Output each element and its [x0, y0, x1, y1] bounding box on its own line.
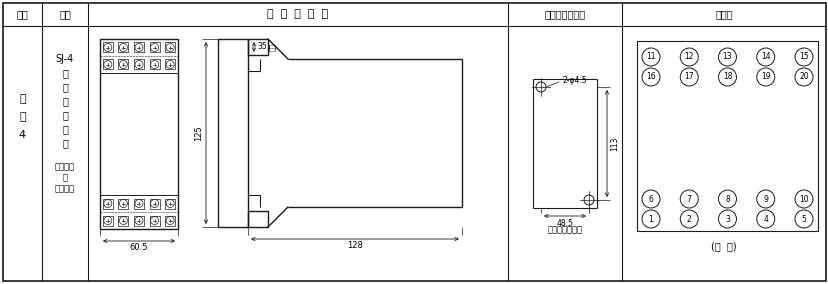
Bar — [103, 216, 113, 225]
Text: 113: 113 — [609, 136, 619, 151]
Text: 7: 7 — [686, 195, 691, 204]
Bar — [103, 60, 113, 70]
Text: 安装开孔尺寸图: 安装开孔尺寸图 — [544, 9, 585, 20]
Bar — [165, 199, 175, 208]
Text: 125: 125 — [195, 125, 203, 141]
Bar — [118, 199, 128, 208]
Text: 线: 线 — [62, 138, 68, 148]
Text: (正  视): (正 视) — [710, 241, 736, 251]
Text: 端子图: 端子图 — [715, 9, 732, 20]
Bar — [149, 43, 160, 53]
Text: 凸: 凸 — [62, 68, 68, 78]
Text: 接: 接 — [62, 124, 68, 134]
Text: 出: 出 — [62, 82, 68, 92]
Text: 60.5: 60.5 — [130, 243, 148, 252]
Text: 1: 1 — [647, 214, 652, 224]
Bar — [149, 199, 160, 208]
Text: 卡槽: 卡槽 — [268, 43, 275, 51]
Text: 128: 128 — [347, 241, 363, 250]
Text: 外  形  尺  寸  图: 外 形 尺 寸 图 — [267, 9, 328, 20]
Text: 2-φ4.5: 2-φ4.5 — [562, 76, 587, 85]
Text: 图号: 图号 — [17, 9, 28, 20]
Bar — [636, 41, 817, 231]
Bar — [134, 43, 144, 53]
Text: 19: 19 — [760, 72, 770, 82]
Text: 卡轨安装: 卡轨安装 — [55, 162, 75, 172]
Bar — [118, 216, 128, 225]
Bar — [103, 199, 113, 208]
Bar — [149, 216, 160, 225]
Bar — [165, 216, 175, 225]
Text: 48.5: 48.5 — [556, 218, 573, 227]
Text: 图: 图 — [19, 112, 26, 122]
Text: 8: 8 — [724, 195, 729, 204]
Text: 螺钉安装: 螺钉安装 — [55, 185, 75, 193]
Bar — [149, 60, 160, 70]
Text: 18: 18 — [722, 72, 731, 82]
Bar — [134, 199, 144, 208]
Text: 3: 3 — [724, 214, 729, 224]
Bar — [134, 216, 144, 225]
Bar — [248, 211, 267, 227]
Text: 16: 16 — [645, 72, 655, 82]
Text: 前: 前 — [62, 110, 68, 120]
Text: 或: 或 — [62, 174, 67, 183]
Bar — [165, 60, 175, 70]
Text: 14: 14 — [760, 53, 770, 62]
Bar — [218, 39, 248, 227]
Text: 20: 20 — [798, 72, 808, 82]
Text: 15: 15 — [798, 53, 808, 62]
Text: 附: 附 — [19, 94, 26, 104]
Text: 式: 式 — [62, 96, 68, 106]
Text: 12: 12 — [684, 53, 693, 62]
Text: 结构: 结构 — [59, 9, 70, 20]
Text: 10: 10 — [798, 195, 808, 204]
Bar — [103, 43, 113, 53]
Text: 5: 5 — [801, 214, 806, 224]
Text: 4: 4 — [19, 130, 26, 140]
Bar — [118, 43, 128, 53]
Bar — [100, 39, 178, 229]
Bar — [118, 60, 128, 70]
Text: 35: 35 — [257, 43, 267, 51]
Text: 11: 11 — [646, 53, 655, 62]
Bar — [248, 39, 267, 55]
Text: SJ-4: SJ-4 — [55, 54, 74, 64]
Text: 9: 9 — [763, 195, 768, 204]
Text: 17: 17 — [684, 72, 693, 82]
Text: 6: 6 — [647, 195, 652, 204]
Bar — [165, 43, 175, 53]
Text: 2: 2 — [686, 214, 691, 224]
Text: 4: 4 — [763, 214, 768, 224]
Bar — [134, 60, 144, 70]
Text: 13: 13 — [722, 53, 731, 62]
Text: 螺钉安装开孔图: 螺钉安装开孔图 — [546, 225, 582, 235]
